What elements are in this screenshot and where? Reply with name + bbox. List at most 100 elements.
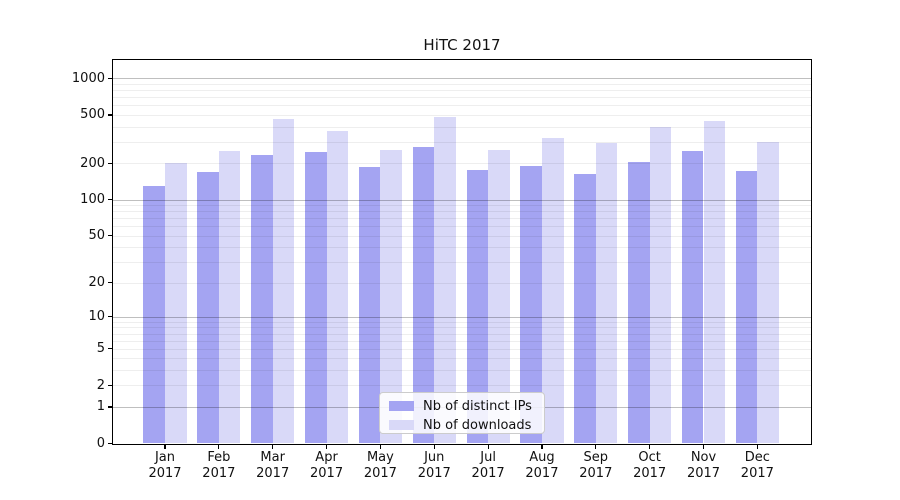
y-tick-label-1: 1 [96,399,105,415]
gridline-minor-2 [113,385,811,387]
gridline-minor-300 [113,141,811,143]
y-axis-tick-1000 [108,77,113,79]
x-tick-label-year: 2017 [686,465,721,481]
gridline-major-1000 [113,78,811,80]
x-tick-label-year: 2017 [148,465,182,481]
gridline-minor-6 [113,340,811,342]
x-tick-label-month: Nov [690,450,717,465]
x-axis-tick-feb [218,443,220,449]
x-tick-label-nov: Nov 2017 [676,450,732,481]
bar-nb-of-distinct-ips-aug [520,166,542,444]
x-tick-label-aug: Aug 2017 [514,450,570,481]
bar-nb-of-downloads-feb [218,151,241,444]
gridline-minor-50 [113,235,811,237]
bar-nb-of-distinct-ips-nov [681,151,704,444]
bar-nb-of-distinct-ips-jun [412,147,435,444]
y-tick-label-100: 100 [80,192,105,208]
x-tick-label-year: 2017 [525,465,559,481]
gridline-minor-8 [113,327,811,329]
bar-nb-of-distinct-ips-jul [466,169,489,444]
x-tick-label-mar: Mar 2017 [245,450,301,481]
bar-nb-of-distinct-ips-apr [304,152,327,444]
y-axis-tick-200 [108,162,113,164]
x-tick-label-month: Apr [315,450,338,465]
x-tick-label-jul: Jul 2017 [460,450,516,481]
x-tick-label-oct: Oct 2017 [622,450,678,481]
gridline-minor-9 [113,321,811,323]
bar-nb-of-downloads-aug [541,138,564,444]
bar-nb-of-distinct-ips-oct [628,161,650,444]
gridline-minor-70 [113,218,811,220]
legend-label-distinct-ips: Nb of distinct IPs [423,398,532,414]
gridline-minor-3 [113,370,811,372]
x-axis-tick-nov [702,443,705,449]
bar-nb-of-distinct-ips-jan [143,185,165,444]
x-axis-tick-may [379,443,381,449]
x-tick-label-year: 2017 [579,465,613,481]
x-tick-label-jan: Jan 2017 [137,450,193,481]
legend-swatch-downloads [389,419,414,431]
bar-nb-of-downloads-mar [272,118,295,444]
x-tick-label-may: May 2017 [352,450,408,481]
bar-nb-of-downloads-jun [434,117,456,444]
bar-nb-of-downloads-dec [757,141,779,444]
legend-item-downloads: Nb of downloads [380,416,544,434]
x-tick-label-month: Jan [154,450,176,465]
bar-nb-of-downloads-jan [165,162,187,444]
x-tick-label-year: 2017 [417,465,451,481]
bar-nb-of-distinct-ips-dec [735,171,758,444]
gridline-minor-400 [113,126,811,128]
x-tick-label-month: Jul [480,450,496,465]
bar-nb-of-downloads-may [380,150,402,444]
x-tick-label-dec: Dec 2017 [729,450,785,481]
x-axis-tick-dec [756,443,758,449]
legend-label-downloads: Nb of downloads [423,417,532,433]
bar-nb-of-downloads-jul [488,149,510,444]
bar-nb-of-distinct-ips-feb [197,171,219,444]
y-axis-tick-5 [108,348,113,350]
gridline-minor-40 [113,247,811,249]
y-tick-label-50: 50 [88,228,105,244]
x-axis-tick-sep [595,443,597,449]
legend-item-distinct-ips: Nb of distinct IPs [380,397,544,415]
gridline-minor-90 [113,205,811,207]
x-tick-label-sep: Sep 2017 [568,450,624,481]
x-tick-label-year: 2017 [310,465,344,481]
bar-nb-of-distinct-ips-may [358,167,381,444]
gridline-minor-5 [113,348,811,350]
gridline-minor-800 [113,90,811,92]
y-axis-tick-1 [108,406,113,408]
chart-title: HiTC 2017 [423,36,501,54]
bar-nb-of-distinct-ips-mar [251,154,273,444]
x-tick-label-year: 2017 [740,465,774,481]
legend: Nb of distinct IPs Nb of downloads [379,392,545,434]
y-tick-label-10: 10 [88,309,105,325]
x-tick-label-year: 2017 [202,465,236,481]
y-axis-tick-50 [108,235,113,237]
bar-nb-of-downloads-apr [326,130,349,444]
x-axis-tick-mar [272,443,274,449]
y-axis-tick-20 [108,282,113,284]
x-tick-label-year: 2017 [633,465,667,481]
x-axis-tick-oct [649,443,651,449]
plot-area: 0 1 2 5 10 20 50 100 200 500 1000 Jan 2017 Feb 2017 Mar… [72,59,812,481]
y-axis-tick-500 [108,114,113,116]
gridline-minor-700 [113,97,811,99]
y-tick-label-20: 20 [88,275,105,291]
y-axis-tick-100 [108,199,113,201]
x-tick-label-year: 2017 [471,465,505,481]
gridline-minor-30 [113,261,811,263]
y-tick-label-500: 500 [80,107,105,123]
x-tick-label-month: Dec [744,450,770,465]
x-tick-label-year: 2017 [363,465,397,481]
gridline-major-10 [113,316,811,318]
gridline-minor-20 [113,282,811,284]
x-axis-tick-jun [433,443,435,449]
x-axis-tick-jan [164,443,166,449]
gridline-major-100 [113,199,811,201]
bar-nb-of-distinct-ips-sep [574,173,596,444]
bar-nb-of-downloads-nov [703,120,726,444]
x-tick-label-jun: Jun 2017 [406,450,462,481]
y-tick-label-5: 5 [96,341,105,357]
